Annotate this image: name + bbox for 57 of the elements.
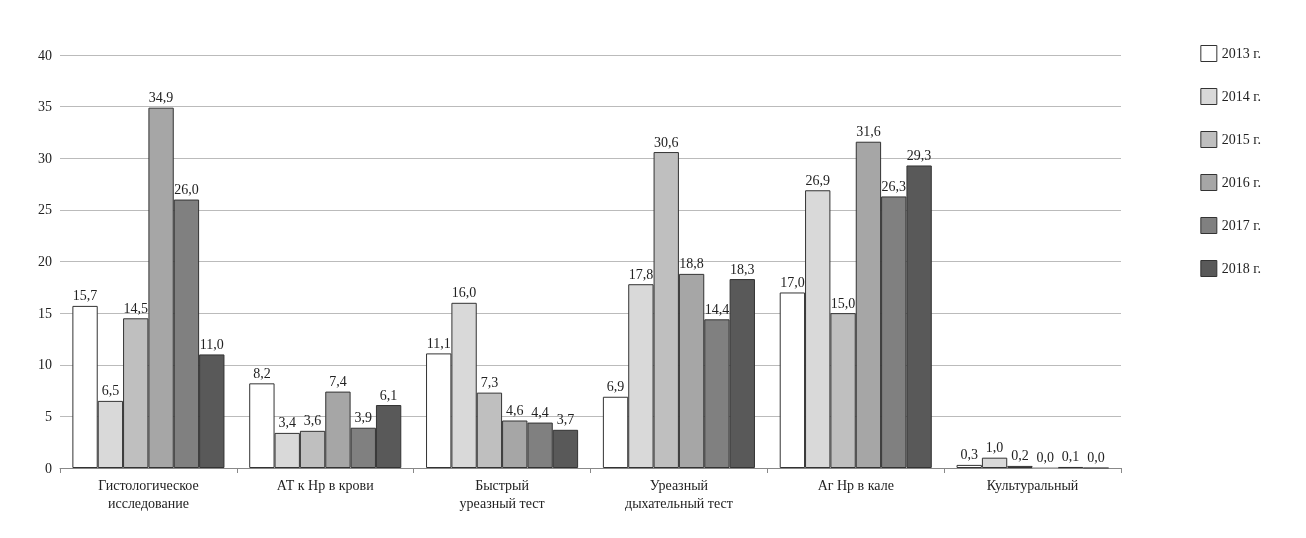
y-tick-label: 0 [45, 460, 52, 476]
data-label: 1,0 [985, 440, 1004, 456]
x-tick-label: Уреазный дыхательный тест [625, 477, 733, 511]
data-label: 26,0 [174, 182, 199, 198]
y-tick-label: 30 [38, 150, 52, 166]
legend-label: 2017 г. [1221, 218, 1262, 233]
x-tick-label: Гистологическое исследование [98, 477, 199, 511]
data-label: 26,3 [881, 178, 907, 194]
data-label: 30,6 [653, 134, 679, 150]
y-tick-label: 40 [38, 47, 52, 63]
x-tick-label: АТ к Hp в крови [276, 477, 375, 493]
legend-label: 2013 г. [1221, 46, 1262, 61]
data-label: 7,3 [480, 375, 499, 391]
data-label: 6,5 [101, 383, 120, 399]
data-label: 26,9 [805, 172, 830, 188]
data-label: 8,2 [253, 365, 271, 381]
data-label: 0,3 [960, 447, 978, 463]
data-label: 6,9 [606, 379, 625, 395]
x-tick-label: Быстрый уреазный тест [459, 477, 545, 511]
data-label: 14,5 [123, 300, 148, 316]
data-label: 31,6 [856, 124, 881, 140]
data-label: 0,1 [1061, 449, 1080, 465]
data-label: 18,3 [730, 261, 755, 277]
data-label: 11,1 [426, 335, 451, 351]
data-label: 11,0 [199, 336, 224, 352]
legend-label: 2016 г. [1221, 175, 1262, 190]
data-label: 34,9 [148, 90, 174, 106]
data-label: 0,0 [1087, 450, 1105, 465]
data-label: 3,4 [278, 415, 296, 431]
data-label: 29,3 [906, 147, 932, 163]
y-tick-label: 25 [38, 202, 52, 218]
y-tick-label: 20 [38, 254, 52, 269]
legend-label: 2018 г. [1221, 261, 1262, 276]
x-tick-label: Культуральный [986, 477, 1079, 493]
data-label: 14,4 [704, 301, 730, 317]
data-label: 7,4 [329, 374, 347, 390]
data-label: 0,0 [1036, 450, 1055, 465]
data-label: 0,2 [1011, 448, 1029, 464]
y-tick-label: 5 [45, 408, 52, 424]
data-label: 6,1 [379, 387, 398, 403]
y-tick-label: 35 [38, 99, 52, 115]
data-label: 3,6 [303, 413, 322, 429]
data-label: 17,0 [780, 274, 805, 290]
data-label: 3,9 [354, 410, 373, 426]
data-label: 4,6 [506, 403, 524, 419]
legend-label: 2014 г. [1221, 89, 1262, 104]
x-tick-label: Аг Hp в кале [817, 477, 894, 493]
data-label: 15,7 [72, 288, 98, 304]
data-label: 18,8 [679, 256, 704, 272]
legend-label: 2015 г. [1221, 132, 1262, 147]
data-label: 4,4 [531, 405, 549, 421]
data-label: 16,0 [451, 285, 477, 301]
data-label: 3,7 [556, 412, 575, 428]
data-label: 15,0 [830, 295, 856, 311]
data-label: 17,8 [628, 266, 654, 282]
y-tick-label: 15 [38, 305, 52, 321]
y-tick-label: 10 [38, 357, 52, 373]
